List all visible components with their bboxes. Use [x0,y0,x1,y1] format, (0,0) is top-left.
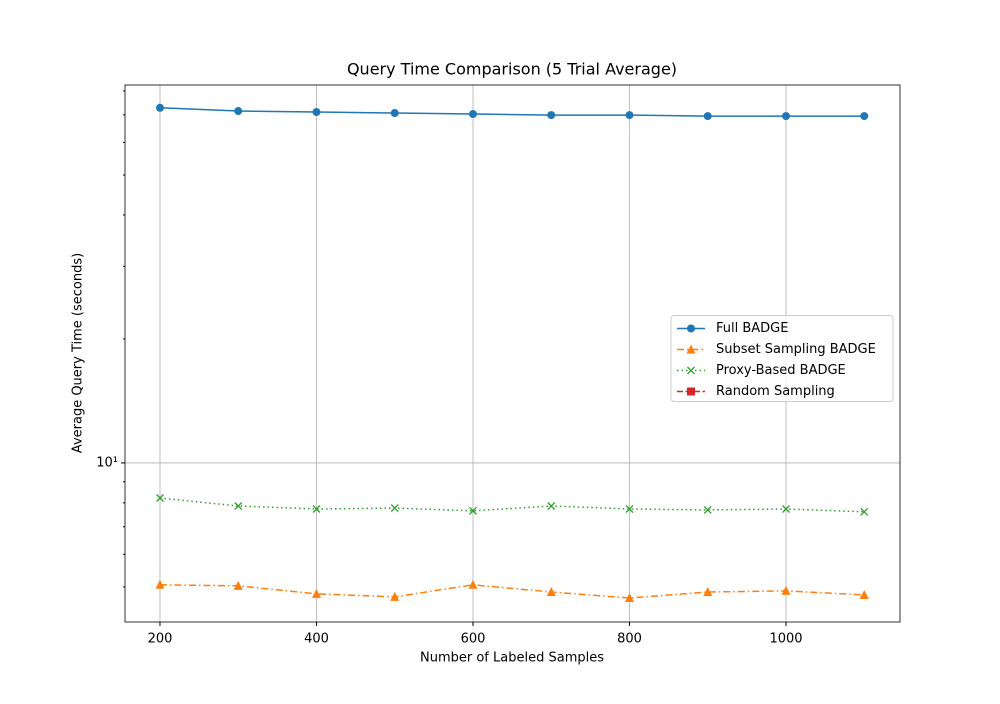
legend-label: Full BADGE [716,321,788,336]
data-point [703,112,712,121]
data-point [782,505,790,513]
x-tick-label: 600 [461,632,486,647]
data-point [859,589,869,599]
legend-marker [687,324,695,333]
data-point [625,111,634,120]
data-point [468,579,478,589]
data-point [703,587,713,597]
data-point [468,110,477,119]
data-point [860,112,869,121]
data-point [311,588,321,598]
y-axis-label: Average Query Time (seconds) [71,253,86,453]
data-point [703,505,712,514]
data-point [781,585,791,595]
data-point [234,502,243,510]
data-point [469,506,477,515]
legend-label: Subset Sampling BADGE [716,342,876,357]
legend-marker [686,344,696,354]
data-point [547,111,556,120]
data-point [390,109,399,118]
x-tick-label: 200 [148,632,173,647]
data-point [155,103,164,112]
data-point [625,505,634,513]
x-tick-label: 800 [617,632,642,647]
data-point [233,580,243,590]
data-point [234,107,243,116]
data-point [156,494,164,502]
data-point [390,504,399,513]
data-point [312,108,321,117]
legend-box [670,315,894,402]
series-line [159,107,865,117]
data-point [547,502,556,510]
series-line [159,497,865,513]
data-point [624,593,634,603]
data-point [312,505,321,513]
legend-marker [687,366,695,375]
legend-label: Proxy-Based BADGE [716,363,846,378]
x-tick-label: 1000 [769,632,802,647]
data-point [860,507,869,516]
series-line [159,584,865,599]
data-point [781,112,790,121]
x-tick-label: 400 [304,632,329,647]
chart-title: Query Time Comparison (5 Trial Average) [347,60,677,79]
x-axis-label: Number of Labeled Samples [420,651,604,666]
legend-label: Random Sampling [716,384,835,399]
data-point [546,587,556,597]
y-tick-label: 10¹ [96,455,118,470]
data-point [390,591,400,601]
plot-frame [124,84,901,623]
data-point [155,579,165,589]
legend-marker [687,387,695,396]
